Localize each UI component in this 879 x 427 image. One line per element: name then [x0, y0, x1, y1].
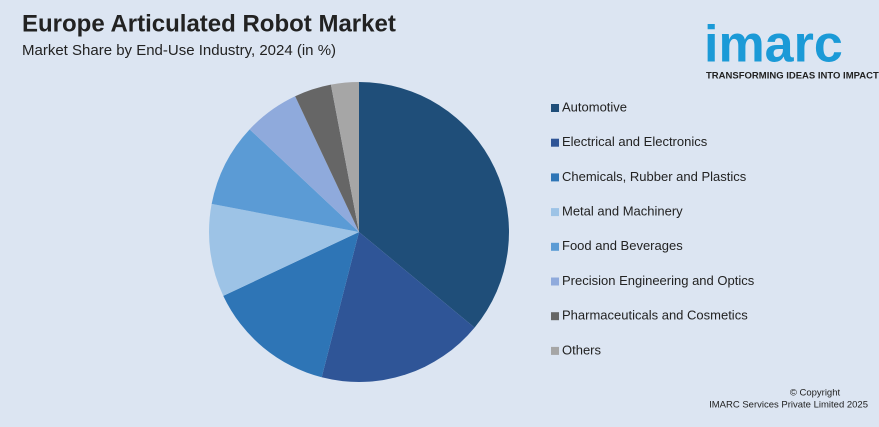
pie-slice: [359, 82, 509, 328]
pie-slice: [249, 96, 359, 232]
legend-label: Others: [562, 342, 602, 357]
pie-slice: [211, 129, 359, 232]
pie-slice: [330, 82, 359, 232]
legend-label: Electrical and Electronics: [562, 134, 708, 149]
legend-swatch: [551, 104, 559, 112]
copyright: © Copyright: [790, 388, 841, 399]
legend-swatch: [551, 277, 559, 286]
pie-slice: [209, 203, 359, 296]
copyright-owner: IMARC Services Private Limited 2025: [709, 400, 868, 411]
legend-label: Chemicals, Rubber and Plastics: [562, 169, 747, 184]
legend-label: Pharmaceuticals and Cosmetics: [562, 308, 748, 323]
legend-swatch: [551, 242, 559, 251]
legend-swatch: [551, 173, 559, 182]
legend-swatch: [551, 208, 559, 217]
logo-tagline: TRANSFORMING IDEAS INTO IMPACT: [706, 71, 879, 82]
legend-swatch: [551, 346, 559, 355]
legend-swatch: [551, 138, 559, 147]
legend-label: Precision Engineering and Optics: [562, 273, 755, 288]
chart-subtitle: Market Share by End-Use Industry, 2024 (…: [22, 42, 336, 59]
legend-label: Food and Beverages: [562, 238, 683, 253]
legend-swatch: [551, 312, 559, 321]
legend-label: Automotive: [562, 99, 627, 114]
pie-slice: [223, 232, 359, 378]
chart-title: Europe Articulated Robot Market: [22, 10, 396, 37]
pie-slice: [295, 84, 359, 232]
legend-label: Metal and Machinery: [562, 204, 683, 219]
pie-slice: [321, 232, 475, 383]
logo-name: imarc: [704, 16, 843, 74]
